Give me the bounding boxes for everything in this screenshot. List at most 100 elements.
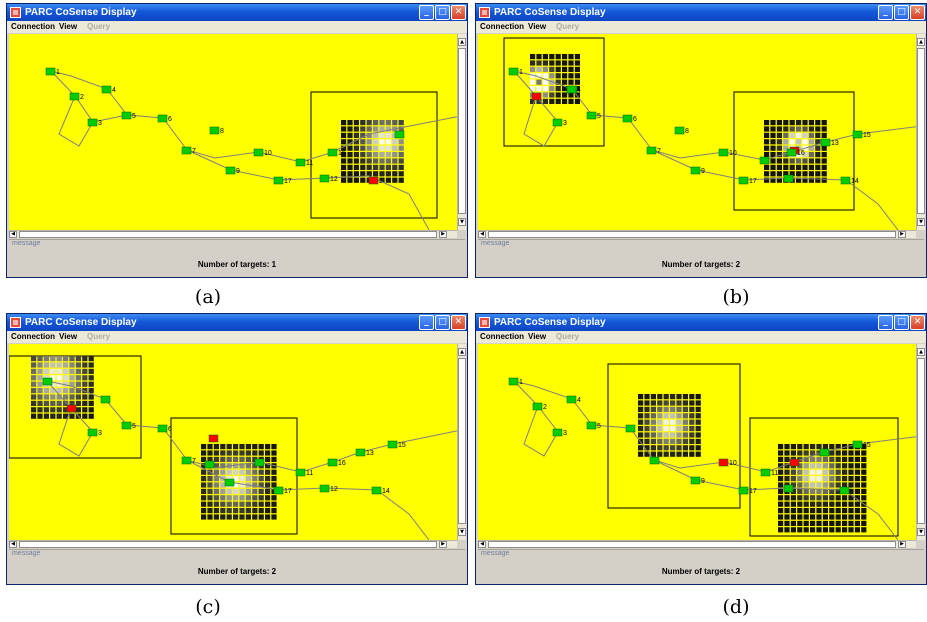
- sensor-node-5[interactable]: [586, 421, 597, 430]
- vertical-scrollbar[interactable]: ▲ ▼: [457, 344, 466, 540]
- sensor-node-14[interactable]: [840, 176, 851, 185]
- sensor-node-11[interactable]: [760, 468, 771, 477]
- scroll-up-icon[interactable]: ▲: [917, 38, 925, 46]
- horizontal-scrollbar[interactable]: ◀ ▶: [478, 540, 916, 548]
- sensor-map[interactable]: 1 2 3 4 5 9 10 11 15 17: [478, 344, 916, 540]
- scroll-thumb[interactable]: [19, 231, 437, 238]
- scroll-left-icon[interactable]: ◀: [9, 231, 17, 238]
- sensor-node-3[interactable]: [552, 118, 563, 127]
- scroll-down-icon[interactable]: ▼: [917, 218, 925, 226]
- close-button[interactable]: ✕: [910, 315, 925, 330]
- title-bar[interactable]: PARC CoSense Display _ □ ✕: [7, 4, 467, 21]
- sensor-map[interactable]: 3 5 6 7 11 12 13 14 15 16 17: [9, 344, 457, 540]
- sensor-node[interactable]: [839, 486, 850, 495]
- close-button[interactable]: ✕: [910, 5, 925, 20]
- sensor-node-10[interactable]: [253, 148, 264, 157]
- sensor-node-8[interactable]: [209, 126, 220, 135]
- sensor-node-17[interactable]: [273, 176, 284, 185]
- sensor-node-15[interactable]: [852, 130, 863, 139]
- scroll-down-icon[interactable]: ▼: [917, 528, 925, 536]
- sensor-node-11[interactable]: [295, 468, 306, 477]
- sensor-node[interactable]: [42, 377, 53, 386]
- sensor-node-15[interactable]: [852, 440, 863, 449]
- sensor-node-2[interactable]: [532, 402, 543, 411]
- sensor-node-14[interactable]: [371, 486, 382, 495]
- sensor-node-5[interactable]: [121, 111, 132, 120]
- sensor-node[interactable]: [649, 456, 660, 465]
- menu-connection[interactable]: Connection: [11, 332, 55, 341]
- scroll-right-icon[interactable]: ▶: [898, 231, 906, 238]
- sensor-node-1[interactable]: [508, 377, 519, 386]
- horizontal-scrollbar[interactable]: ◀ ▶: [478, 230, 916, 238]
- sensor-node-16[interactable]: [327, 458, 338, 467]
- vertical-scrollbar[interactable]: ▲ ▼: [916, 34, 925, 230]
- target-sensor[interactable]: [208, 434, 219, 443]
- scroll-up-icon[interactable]: ▲: [917, 348, 925, 356]
- sensor-node[interactable]: [204, 460, 215, 469]
- sensor-node-9[interactable]: [690, 166, 701, 175]
- target-sensor[interactable]: [531, 92, 542, 101]
- sensor-node-9[interactable]: [225, 166, 236, 175]
- maximize-button[interactable]: □: [894, 315, 909, 330]
- scroll-thumb[interactable]: [19, 541, 437, 548]
- menu-view[interactable]: View: [528, 22, 547, 31]
- sensor-node-17[interactable]: [273, 486, 284, 495]
- menu-view[interactable]: View: [528, 332, 547, 341]
- maximize-button[interactable]: □: [435, 315, 450, 330]
- sensor-node-13[interactable]: [355, 448, 366, 457]
- scroll-up-icon[interactable]: ▲: [458, 38, 466, 46]
- minimize-button[interactable]: _: [419, 315, 434, 330]
- sensor-node-1[interactable]: [45, 67, 56, 76]
- sensor-node-6[interactable]: [622, 114, 633, 123]
- sensor-node[interactable]: [759, 156, 770, 165]
- sensor-node-5[interactable]: [121, 421, 132, 430]
- horizontal-scrollbar[interactable]: ◀ ▶: [9, 230, 457, 238]
- sensor-node[interactable]: [100, 395, 111, 404]
- sensor-node-12[interactable]: [319, 174, 330, 183]
- scroll-down-icon[interactable]: ▼: [458, 218, 466, 226]
- sensor-node[interactable]: [625, 424, 636, 433]
- vertical-scrollbar[interactable]: ▲ ▼: [457, 34, 466, 230]
- scroll-thumb[interactable]: [917, 358, 925, 524]
- title-bar[interactable]: PARC CoSense Display _ □ ✕: [7, 314, 467, 331]
- sensor-node-4[interactable]: [101, 85, 112, 94]
- sensor-node-3[interactable]: [87, 428, 98, 437]
- scroll-right-icon[interactable]: ▶: [439, 231, 447, 238]
- sensor-node[interactable]: [783, 174, 794, 183]
- sensor-node-10[interactable]: [718, 148, 729, 157]
- menu-view[interactable]: View: [59, 22, 78, 31]
- scroll-left-icon[interactable]: ◀: [478, 231, 486, 238]
- sensor-node-10[interactable]: [718, 458, 729, 467]
- minimize-button[interactable]: _: [878, 315, 893, 330]
- sensor-node-8[interactable]: [674, 126, 685, 135]
- menu-view[interactable]: View: [59, 332, 78, 341]
- minimize-button[interactable]: _: [878, 5, 893, 20]
- sensor-node[interactable]: [254, 458, 265, 467]
- scroll-down-icon[interactable]: ▼: [458, 528, 466, 536]
- scroll-left-icon[interactable]: ◀: [9, 541, 17, 548]
- sensor-node-4[interactable]: [566, 85, 577, 94]
- scroll-up-icon[interactable]: ▲: [458, 348, 466, 356]
- scroll-right-icon[interactable]: ▶: [898, 541, 906, 548]
- sensor-node-15[interactable]: [387, 440, 398, 449]
- sensor-map[interactable]: 1 2 3 4 5 6 7 8 9 10 11 12 16 17: [9, 34, 457, 230]
- scroll-right-icon[interactable]: ▶: [439, 541, 447, 548]
- sensor-node-12[interactable]: [319, 484, 330, 493]
- sensor-node[interactable]: [819, 448, 830, 457]
- scroll-left-icon[interactable]: ◀: [478, 541, 486, 548]
- scroll-thumb[interactable]: [488, 541, 896, 548]
- sensor-node-1[interactable]: [508, 67, 519, 76]
- sensor-node-3[interactable]: [87, 118, 98, 127]
- scroll-thumb[interactable]: [458, 358, 466, 524]
- menu-connection[interactable]: Connection: [480, 332, 524, 341]
- sensor-map[interactable]: 1 3 4 5 6 7 8 9 10 13 14 15 16 17: [478, 34, 916, 230]
- sensor-node-3[interactable]: [552, 428, 563, 437]
- minimize-button[interactable]: _: [419, 5, 434, 20]
- sensor-node-16[interactable]: [786, 148, 797, 157]
- sensor-node-9[interactable]: [690, 476, 701, 485]
- menu-connection[interactable]: Connection: [480, 22, 524, 31]
- sensor-node-6[interactable]: [157, 114, 168, 123]
- sensor-node-11[interactable]: [295, 158, 306, 167]
- sensor-node[interactable]: [394, 130, 405, 139]
- sensor-node-7[interactable]: [181, 146, 192, 155]
